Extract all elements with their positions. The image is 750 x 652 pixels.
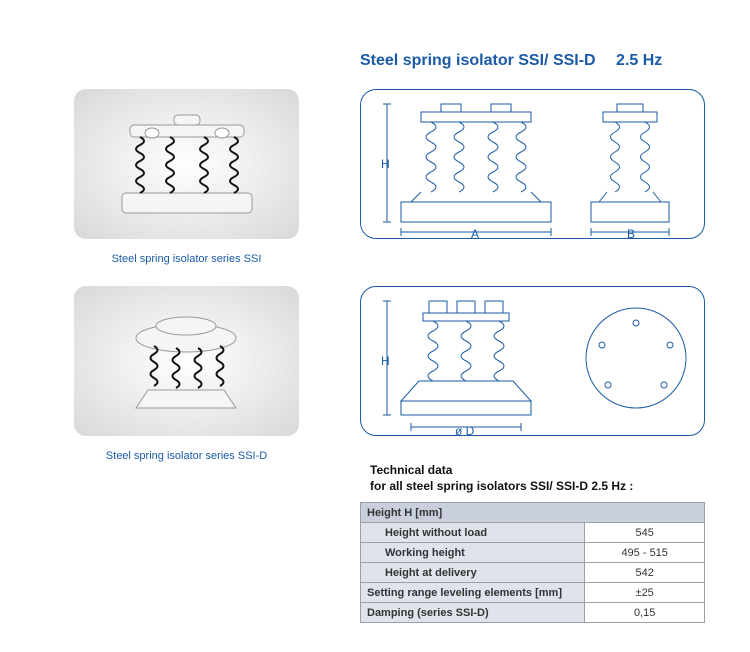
table-value-cell: 495 - 515: [585, 543, 705, 563]
technical-data-heading: Technical data for all steel spring isol…: [370, 462, 633, 494]
product-photo-ssid: [74, 286, 299, 436]
dim-label-h2: H: [381, 354, 390, 368]
table-row: Height at delivery542: [361, 563, 705, 583]
diagram-ssid: H ø D: [360, 286, 705, 436]
ssi-photo-svg: [74, 89, 299, 239]
table-value-cell: 545: [585, 523, 705, 543]
tech-heading-line1: Technical data: [370, 463, 452, 477]
table-row: Damping (series SSI-D)0,15: [361, 603, 705, 623]
product-photo-ssi: [74, 89, 299, 239]
tech-heading-line2: for all steel spring isolators SSI/ SSI-…: [370, 479, 633, 493]
table-row: Setting range leveling elements [mm]±25: [361, 583, 705, 603]
table-row: Height without load545: [361, 523, 705, 543]
diagram-ssi: H A B: [360, 89, 705, 239]
technical-data-table: Height H [mm]Height without load545Worki…: [360, 502, 705, 623]
dim-label-a: A: [471, 227, 479, 240]
diagram-ssid-svg: H ø D: [361, 287, 706, 437]
table-value-cell: 0,15: [585, 603, 705, 623]
table-value-cell: ±25: [585, 583, 705, 603]
page-title: Steel spring isolator SSI/ SSI-D 2.5 Hz: [360, 52, 662, 70]
caption-ssid: Steel spring isolator series SSI-D: [74, 450, 299, 462]
diagram-ssi-svg: H A B: [361, 90, 706, 240]
table-label-cell: Working height: [361, 543, 585, 563]
caption-ssi: Steel spring isolator series SSI: [74, 253, 299, 265]
ssid-photo-svg: [74, 286, 299, 436]
table-label-cell: Height H [mm]: [361, 503, 705, 523]
table-label-cell: Setting range leveling elements [mm]: [361, 583, 585, 603]
table-label-cell: Damping (series SSI-D): [361, 603, 585, 623]
table-label-cell: Height without load: [361, 523, 585, 543]
table-row: Height H [mm]: [361, 503, 705, 523]
table-label-cell: Height at delivery: [361, 563, 585, 583]
dim-label-b: B: [627, 227, 635, 240]
table-row: Working height495 - 515: [361, 543, 705, 563]
dim-label-d: ø D: [455, 424, 475, 437]
table-value-cell: 542: [585, 563, 705, 583]
dim-label-h: H: [381, 157, 390, 171]
